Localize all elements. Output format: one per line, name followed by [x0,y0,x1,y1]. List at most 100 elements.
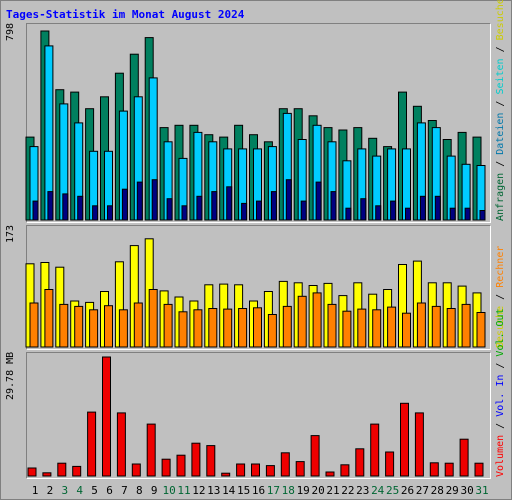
top-seiten-bar-11 [181,205,188,221]
middle-rechner-bar-31 [476,312,486,348]
bottom-volumen-bar-23 [355,448,365,477]
x-tick-label-4: 4 [76,484,83,497]
top-seiten-bar-25 [390,200,397,221]
x-tick-label-28: 28 [431,484,444,497]
top-seiten-bar-6 [107,205,113,221]
bottom-volumen-bar-20 [310,435,320,477]
x-tick-label-27: 27 [416,484,429,497]
x-tick-label-30: 30 [460,484,473,497]
middle-rechner-bar-29 [446,308,456,348]
top-seiten-bar-5 [92,205,99,221]
x-tick-label-20: 20 [311,484,324,497]
bottom-volumen-bar-13 [206,445,216,477]
top-seiten-bar-13 [211,191,218,221]
bottom-volumen-bar-21 [325,471,335,477]
x-tick-label-29: 29 [446,484,459,497]
middle-rechner-bar-11 [178,311,188,348]
bottom-volumen-bar-11 [176,454,186,477]
top-seiten-bar-23 [360,198,367,221]
bottom-volumen-bar-6 [102,356,111,477]
bottom-volumen-bar-1 [27,467,37,477]
middle-rechner-bar-8 [133,302,143,348]
middle-rechner-bar-3 [59,303,69,348]
top-seiten-bar-16 [256,200,262,221]
middle-rechner-bar-23 [357,308,367,348]
x-tick-label-9: 9 [151,484,158,497]
middle-rechner-bar-15 [238,308,248,348]
x-tick-label-25: 25 [386,484,399,497]
bottom-panel [26,352,491,479]
top-panel [26,23,491,223]
bottom-volumen-bar-3 [57,462,67,477]
top-seiten-bar-21 [330,191,337,221]
x-tick-label-22: 22 [341,484,354,497]
bottom-volumen-bar-16 [251,463,260,477]
x-tick-label-19: 19 [297,484,310,497]
middle-rechner-bar-30 [461,303,471,348]
chart-title: Tages-Statistik im Monat August 2024 [6,8,245,21]
bottom-volumen-bar-24 [370,423,380,477]
middle-rechner-bar-28 [431,305,441,348]
x-tick-label-13: 13 [207,484,220,497]
middle-rechner-bar-6 [104,305,113,348]
bottom-volumen-bar-4 [72,465,82,477]
middle-rechner-bar-22 [342,310,352,348]
middle-rechner-bar-18 [282,305,292,348]
top-seiten-bar-19 [300,200,307,221]
x-tick-label-16: 16 [252,484,265,497]
top-seiten-bar-7 [121,188,128,221]
x-tick-label-11: 11 [177,484,190,497]
middle-rechner-bar-19 [297,295,307,348]
bottom-volumen-bar-22 [340,464,350,477]
middle-rechner-bar-16 [253,307,262,348]
top-seiten-bar-9 [151,179,158,221]
middle-rechner-bar-24 [372,309,382,348]
x-tick-label-5: 5 [91,484,98,497]
x-tick-label-12: 12 [192,484,205,497]
top-seiten-bar-8 [136,181,143,221]
top-seiten-bar-10 [166,198,173,221]
middle-rechner-bar-25 [387,306,397,348]
top-seiten-bar-31 [479,210,486,221]
top-seiten-bar-27 [419,195,426,221]
x-tick-label-10: 10 [162,484,175,497]
middle-rechner-bar-12 [193,309,203,348]
middle-rechner-bar-26 [402,312,411,348]
bottom-volumen-bar-2 [42,472,52,477]
top-seiten-bar-3 [62,193,69,221]
x-tick-label-8: 8 [136,484,143,497]
top-seiten-bar-22 [345,207,352,221]
middle-rechner-bar-17 [267,314,277,348]
top-seiten-bar-26 [405,207,411,221]
top-seiten-bar-15 [241,202,248,221]
bottom-volumen-bar-8 [131,463,141,477]
bottom-volumen-bar-27 [414,412,424,477]
bottom-volumen-bar-26 [400,402,409,477]
bottom-volumen-bar-14 [221,472,231,477]
top-seiten-bar-12 [196,195,203,221]
bottom-volumen-bar-15 [236,463,246,477]
middle-rechner-bar-4 [74,305,84,348]
x-tick-label-7: 7 [121,484,128,497]
x-tick-label-18: 18 [282,484,295,497]
x-tick-label-2: 2 [47,484,54,497]
x-tick-label-17: 17 [267,484,280,497]
middle-rechner-bar-2 [44,289,54,348]
middle-rechner-bar-1 [29,302,39,348]
top-seiten-bar-17 [270,191,277,221]
top-seiten-bar-29 [449,207,456,221]
bottom-volumen-bar-5 [87,411,97,477]
top-seiten-bar-1 [32,200,39,221]
x-tick-label-26: 26 [401,484,414,497]
bottom-volumen-bar-31 [474,462,484,477]
top-seiten-bar-20 [315,181,322,221]
x-tick-label-21: 21 [326,484,339,497]
top-seiten-bar-14 [226,186,233,221]
x-tick-label-24: 24 [371,484,385,497]
bottom-volumen-bar-30 [459,438,469,477]
top-seiten-bar-28 [434,195,441,221]
middle-rechner-bar-9 [148,289,158,348]
top-seiten-bar-24 [375,205,382,221]
middle-rechner-bar-5 [89,309,99,348]
